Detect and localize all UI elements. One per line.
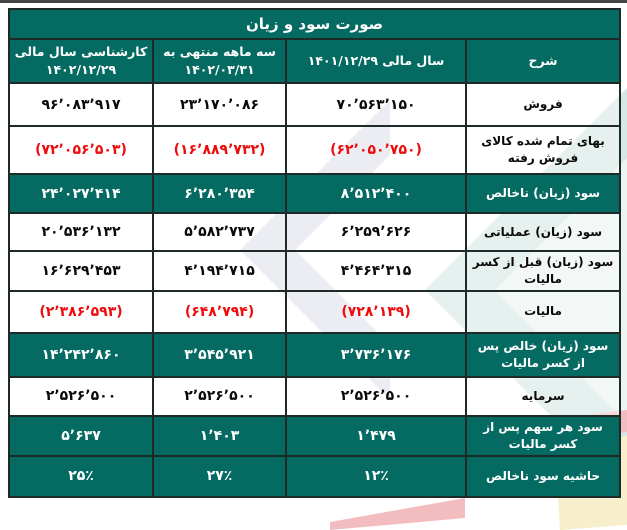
title-row: صورت سود و زیان — [7, 8, 622, 40]
value-three-months-1402: ۲۳٬۱۷۰٬۰۸۶ — [152, 82, 288, 127]
value-three-months-1402: (۶۴۸٬۷۹۴) — [152, 289, 288, 334]
value-fiscal-year-1401: ۱٬۴۷۹ — [285, 414, 468, 457]
value-estimate-1402: ۲۴٬۰۲۷٬۴۱۴ — [7, 173, 155, 214]
table-row: فروش ۷۰٬۵۶۳٬۱۵۰ ۲۳٬۱۷۰٬۰۸۶ ۹۶٬۰۸۳٬۹۱۷ — [7, 82, 622, 127]
value-estimate-1402: ۲۰٬۵۳۶٬۱۳۲ — [7, 212, 155, 252]
value-three-months-1402: ۲٬۵۲۶٬۵۰۰ — [152, 375, 288, 417]
value-three-months-1402: ۱٬۴۰۳ — [152, 414, 288, 457]
column-header-estimate-1402: کارشناسی سال مالی ۱۴۰۲/۱۲/۲۹ — [7, 38, 155, 84]
value-three-months-1402: ۲۷٪ — [152, 454, 288, 498]
value-estimate-1402: ۹۶٬۰۸۳٬۹۱۷ — [7, 82, 155, 127]
header-row: شرح سال مالی ۱۴۰۱/۱۲/۲۹ سه ماهه منتهی به… — [7, 38, 622, 84]
table-row: مالیات (۷۲۸٬۱۳۹) (۶۴۸٬۷۹۴) (۲٬۳۸۶٬۵۹۳) — [7, 289, 622, 334]
value-estimate-1402: ۲۵٪ — [7, 454, 155, 498]
row-label: بهای تمام شده کالای فروش رفته — [465, 125, 622, 175]
value-fiscal-year-1401: ۱۲٪ — [285, 454, 468, 498]
value-estimate-1402: ۱۴٬۲۴۲٬۸۶۰ — [7, 331, 155, 378]
row-label: سود هر سهم پس از کسر مالیات — [465, 414, 622, 457]
value-three-months-1402: ۳٬۵۴۵٬۹۲۱ — [152, 331, 288, 378]
table-row: حاشیه سود ناخالص ۱۲٪ ۲۷٪ ۲۵٪ — [7, 454, 622, 498]
row-label: سود (زیان) قبل از کسر مالیات — [465, 250, 622, 292]
value-estimate-1402: ۱۶٬۶۲۹٬۴۵۳ — [7, 250, 155, 292]
row-label: سود (زیان) خالص پس از کسر مالیات — [465, 331, 622, 378]
row-label: حاشیه سود ناخالص — [465, 454, 622, 498]
value-three-months-1402: (۱۶٬۸۸۹٬۷۳۲) — [152, 125, 288, 175]
value-fiscal-year-1401: ۷۰٬۵۶۳٬۱۵۰ — [285, 82, 468, 127]
value-three-months-1402: ۴٬۱۹۴٬۷۱۵ — [152, 250, 288, 292]
value-estimate-1402: (۷۲٬۰۵۶٬۵۰۳) — [7, 125, 155, 175]
row-label: فروش — [465, 82, 622, 127]
table-row: سود (زیان) ناخالص ۸٬۵۱۲٬۴۰۰ ۶٬۲۸۰٬۳۵۴ ۲۴… — [7, 173, 622, 214]
watermark-pink-corner-shape — [330, 498, 465, 530]
value-estimate-1402: ۵٬۶۳۷ — [7, 414, 155, 457]
value-fiscal-year-1401: ۴٬۴۶۴٬۳۱۵ — [285, 250, 468, 292]
value-fiscal-year-1401: ۳٬۷۳۶٬۱۷۶ — [285, 331, 468, 378]
table-row: سود (زیان) قبل از کسر مالیات ۴٬۴۶۴٬۳۱۵ ۴… — [7, 250, 622, 292]
table-row: سود هر سهم پس از کسر مالیات ۱٬۴۷۹ ۱٬۴۰۳ … — [7, 414, 622, 457]
table-row: سود (زیان) عملیاتی ۶٬۲۵۹٬۶۲۶ ۵٬۵۸۲٬۷۳۷ ۲… — [7, 212, 622, 252]
value-three-months-1402: ۵٬۵۸۲٬۷۳۷ — [152, 212, 288, 252]
table-title: صورت سود و زیان — [7, 8, 622, 40]
value-fiscal-year-1401: ۶٬۲۵۹٬۶۲۶ — [285, 212, 468, 252]
row-label: سرمایه — [465, 375, 622, 417]
row-label: سود (زیان) عملیاتی — [465, 212, 622, 252]
value-fiscal-year-1401: (۶۲٬۰۵۰٬۷۵۰) — [285, 125, 468, 175]
value-three-months-1402: ۶٬۲۸۰٬۳۵۴ — [152, 173, 288, 214]
table-row: بهای تمام شده کالای فروش رفته (۶۲٬۰۵۰٬۷۵… — [7, 125, 622, 175]
table-body: فروش ۷۰٬۵۶۳٬۱۵۰ ۲۳٬۱۷۰٬۰۸۶ ۹۶٬۰۸۳٬۹۱۷ به… — [7, 82, 622, 498]
value-estimate-1402: ۲٬۵۲۶٬۵۰۰ — [7, 375, 155, 417]
top-border-line — [0, 0, 627, 3]
table-row: سرمایه ۲٬۵۲۶٬۵۰۰ ۲٬۵۲۶٬۵۰۰ ۲٬۵۲۶٬۵۰۰ — [7, 375, 622, 417]
row-label: سود (زیان) ناخالص — [465, 173, 622, 214]
value-estimate-1402: (۲٬۳۸۶٬۵۹۳) — [7, 289, 155, 334]
value-fiscal-year-1401: ۸٬۵۱۲٬۴۰۰ — [285, 173, 468, 214]
column-header-three-months-1402: سه ماهه منتهی به ۱۴۰۲/۰۳/۳۱ — [152, 38, 288, 84]
profit-loss-table: صورت سود و زیان شرح سال مالی ۱۴۰۱/۱۲/۲۹ … — [7, 8, 622, 498]
value-fiscal-year-1401: ۲٬۵۲۶٬۵۰۰ — [285, 375, 468, 417]
row-label: مالیات — [465, 289, 622, 334]
column-header-description: شرح — [465, 38, 622, 84]
column-header-fiscal-year-1401: سال مالی ۱۴۰۱/۱۲/۲۹ — [285, 38, 468, 84]
value-fiscal-year-1401: (۷۲۸٬۱۳۹) — [285, 289, 468, 334]
table-row: سود (زیان) خالص پس از کسر مالیات ۳٬۷۳۶٬۱… — [7, 331, 622, 378]
